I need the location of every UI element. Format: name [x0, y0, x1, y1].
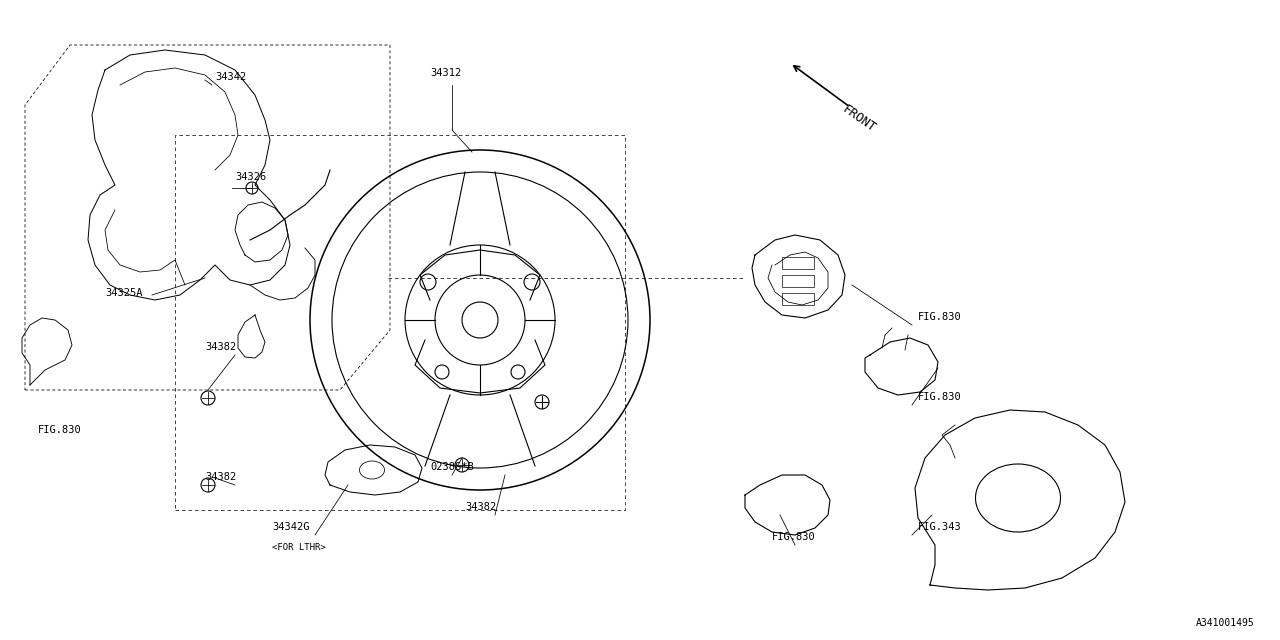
Text: FIG.830: FIG.830 [38, 425, 82, 435]
Text: 34382: 34382 [205, 342, 237, 352]
Text: 34342G: 34342G [273, 522, 310, 532]
Bar [782, 293, 814, 305]
Text: 34382: 34382 [465, 502, 497, 512]
Text: A341001495: A341001495 [1197, 618, 1254, 628]
Text: FIG.830: FIG.830 [918, 392, 961, 402]
Text: <FOR LTHR>: <FOR LTHR> [273, 543, 325, 552]
Text: 0238S*B: 0238S*B [430, 462, 474, 472]
Text: 34326: 34326 [236, 172, 266, 182]
Text: FRONT: FRONT [840, 103, 878, 135]
Text: FIG.343: FIG.343 [918, 522, 961, 532]
Bar [782, 257, 814, 269]
Text: 34325A: 34325A [105, 288, 142, 298]
Text: FIG.830: FIG.830 [918, 312, 961, 322]
Text: 34342: 34342 [215, 72, 246, 82]
Text: 34382: 34382 [205, 472, 237, 482]
Text: 34312: 34312 [430, 68, 461, 78]
Bar [782, 275, 814, 287]
Text: FIG.830: FIG.830 [772, 532, 815, 542]
